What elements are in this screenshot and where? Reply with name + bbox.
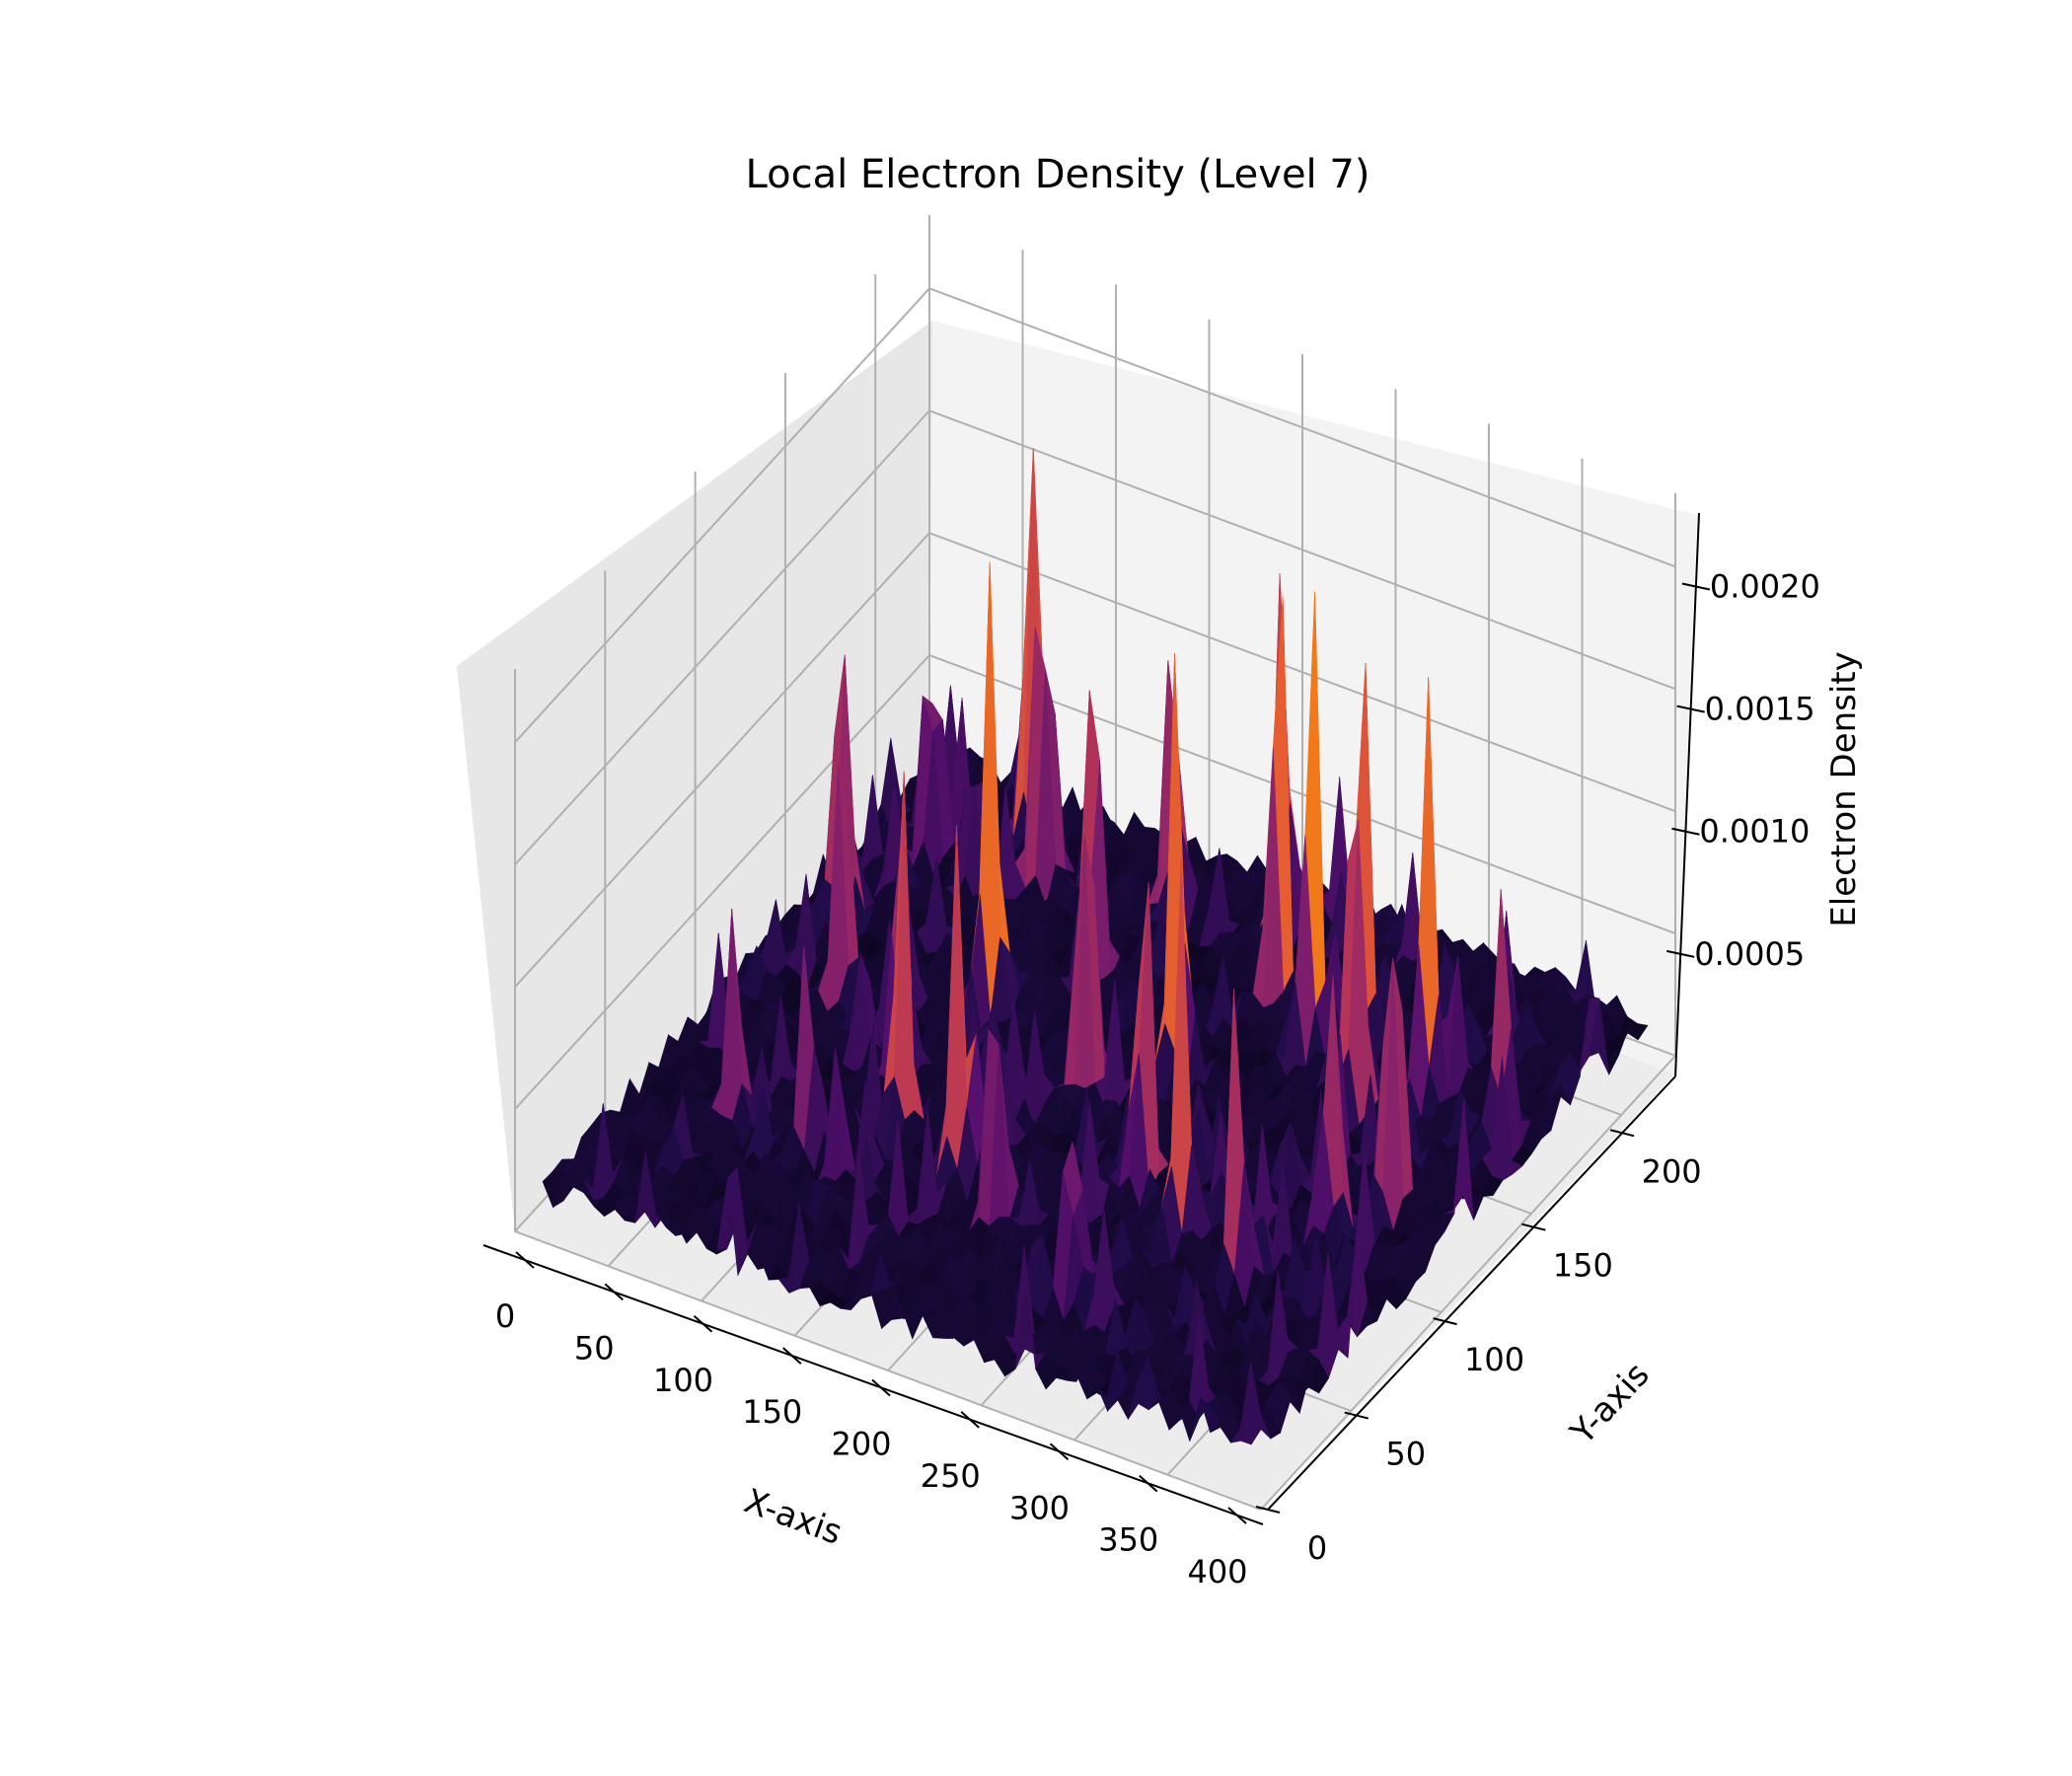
- y-axis-line: [1267, 1075, 1676, 1511]
- y-tick-label: 200: [1642, 1152, 1702, 1190]
- y-tick-mark: [1433, 1317, 1457, 1326]
- surface-plot: [542, 448, 1649, 1445]
- z-tick-mark: [1681, 582, 1711, 591]
- z-tick-label: 0.0020: [1710, 567, 1820, 605]
- x-tick-label: 200: [831, 1426, 891, 1463]
- y-tick-label: 150: [1553, 1247, 1613, 1285]
- x-tick-mark: [960, 1411, 980, 1429]
- y-tick-mark: [1521, 1222, 1546, 1231]
- x-tick-label: 50: [574, 1329, 615, 1367]
- surface-facet: [1240, 1362, 1262, 1445]
- y-tick-label: 50: [1385, 1436, 1426, 1473]
- z-tick-label: 0.0005: [1694, 935, 1805, 973]
- grid-line-z-3: [514, 409, 1676, 865]
- z-tick-mark: [1666, 949, 1695, 958]
- z-axis-line: [1674, 512, 1700, 1077]
- x-tick-mark: [1049, 1443, 1070, 1460]
- y-tick-mark: [1344, 1411, 1369, 1420]
- x-tick-label: 300: [1009, 1489, 1070, 1526]
- x-tick-label: 100: [653, 1362, 713, 1399]
- y-tick-label: 100: [1464, 1341, 1524, 1378]
- y-tick-label: 0: [1307, 1529, 1327, 1567]
- x-tick-mark: [604, 1283, 624, 1301]
- x-tick-mark: [782, 1347, 802, 1365]
- x-tick-mark: [1139, 1474, 1158, 1493]
- x-tick-label: 400: [1187, 1553, 1247, 1591]
- y-tick-mark: [1255, 1506, 1281, 1514]
- x-tick-mark: [1227, 1507, 1247, 1524]
- x-tick-mark: [693, 1315, 713, 1333]
- z-tick-mark: [1671, 827, 1700, 836]
- z-tick-label: 0.0015: [1705, 691, 1815, 728]
- x-tick-label: 250: [921, 1457, 981, 1495]
- axis-ticks: 0 50 100 150 200 250 300 350 400 0 50 100 150 200 0.00…: [495, 567, 1820, 1591]
- x-tick-label: 350: [1098, 1521, 1158, 1559]
- grid-line-z-4: [514, 287, 1676, 744]
- y-tick-mark: [1609, 1129, 1635, 1138]
- x-tick-mark: [515, 1251, 535, 1269]
- z-axis-label: Electron Density: [1824, 651, 1864, 927]
- z-tick-label: 0.0010: [1699, 813, 1810, 851]
- x-tick-label: 150: [742, 1393, 802, 1431]
- z-tick-mark: [1676, 704, 1705, 713]
- x-tick-label: 0: [495, 1297, 515, 1335]
- x-tick-mark: [871, 1378, 891, 1397]
- chart-title: Local Electron Density (Level 7): [746, 152, 1370, 197]
